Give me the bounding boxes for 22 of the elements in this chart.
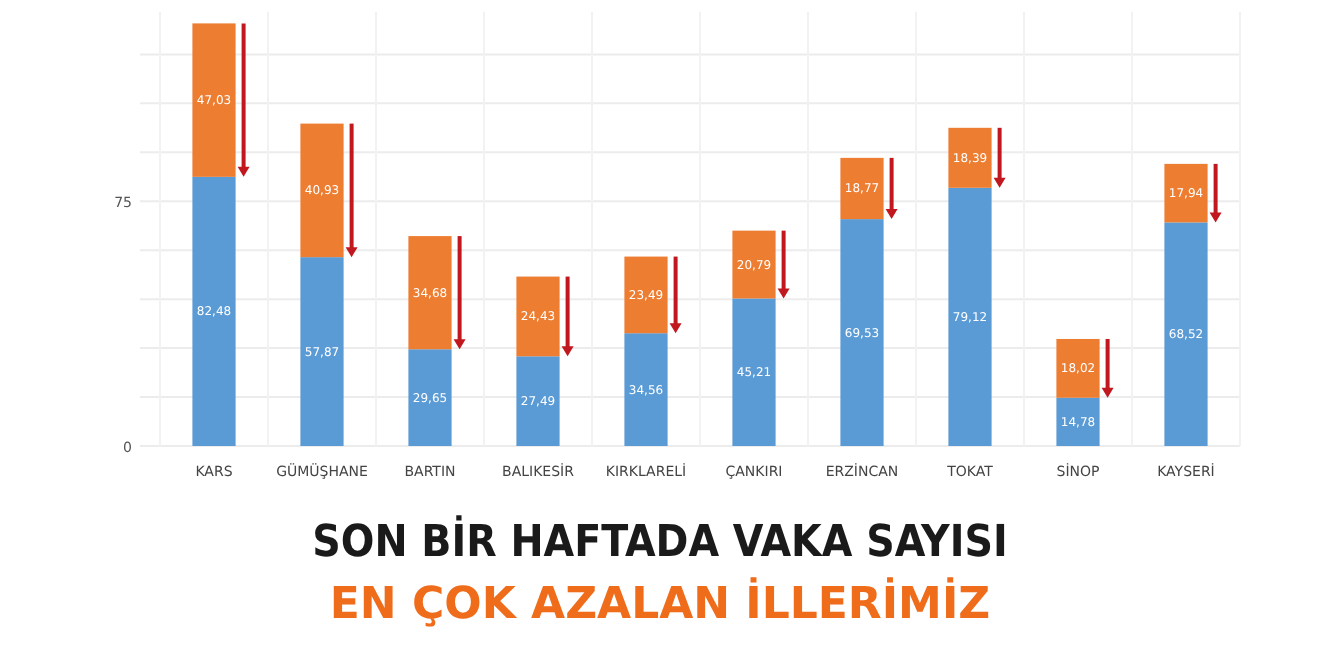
bar	[624, 256, 668, 334]
bar	[840, 219, 884, 446]
bar	[516, 276, 560, 357]
bar	[300, 257, 344, 446]
text: EN ÇOK AZALAN İLLERİMİZ	[329, 576, 991, 630]
bar	[408, 349, 452, 446]
bar	[1164, 222, 1208, 446]
bar	[516, 356, 560, 446]
bar	[300, 123, 344, 258]
bar	[732, 298, 776, 446]
text: SON BİR HAFTADA VAKA SAYISI	[312, 514, 1008, 568]
bar	[1056, 338, 1100, 398]
bar	[1056, 397, 1100, 446]
bar	[192, 23, 236, 177]
bar	[948, 187, 992, 446]
bar	[408, 236, 452, 350]
bar	[192, 176, 236, 446]
bar	[624, 333, 668, 446]
bar	[948, 127, 992, 188]
bar	[840, 157, 884, 220]
bar	[732, 230, 776, 299]
bar	[1164, 163, 1208, 223]
